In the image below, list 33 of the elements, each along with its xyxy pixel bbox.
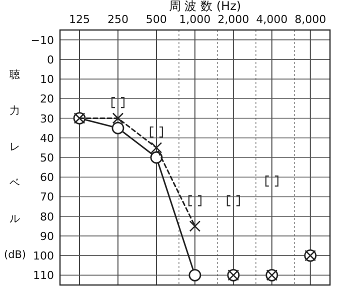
y-tick-label: 110 [33,269,54,282]
y-tick-label: 20 [40,92,54,106]
y-tick-label: 50 [40,152,54,164]
y-tick-label: 80 [40,210,54,224]
x-tick-label: 125 [68,13,90,26]
x-tick-label: 1,000 [179,13,211,26]
y-tick-label: 0 [47,53,54,66]
point [226,195,240,206]
point [150,142,162,154]
point [265,175,278,187]
point [189,220,201,232]
x-tick-label: 250 [107,13,128,26]
y-tick-label: 10 [40,73,54,86]
x-tick-label: 500 [146,13,167,26]
y-tick-label: 90 [40,230,54,243]
x-axis-title: 周 波 数 (Hz) [168,0,242,13]
point [150,151,163,164]
point [188,195,202,206]
y-tick-label: −10 [30,34,54,47]
y-tick-label: 70 [40,190,54,204]
y-tick-label: 60 [40,171,54,184]
point [150,126,163,138]
point [112,112,124,124]
y-tick-label: 100 [33,250,54,263]
point [112,122,124,134]
y-tick-label: 30 [40,112,54,126]
x-tick-label: 2,000 [218,13,250,26]
point [111,97,125,108]
y-tick-label: 40 [40,132,54,145]
x-tick-label: 4,000 [256,13,288,26]
x-tick-label: 8,000 [294,13,326,26]
point [188,268,202,282]
ylabel: 聴力レベル(dB) [4,69,26,261]
